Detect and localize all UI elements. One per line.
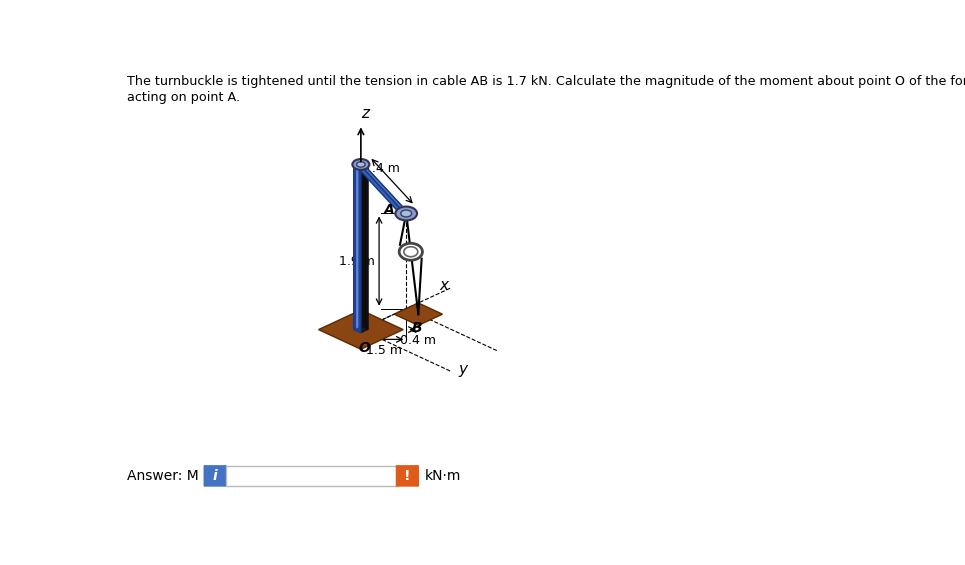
Ellipse shape: [352, 159, 370, 170]
Text: B: B: [411, 321, 422, 335]
Polygon shape: [318, 310, 403, 349]
Ellipse shape: [400, 244, 423, 260]
Text: 1.4 m: 1.4 m: [365, 162, 400, 175]
Polygon shape: [356, 162, 411, 216]
Ellipse shape: [396, 207, 417, 220]
Text: !: !: [404, 469, 411, 483]
Polygon shape: [353, 161, 361, 329]
Ellipse shape: [357, 162, 365, 167]
Polygon shape: [361, 164, 368, 333]
Polygon shape: [361, 161, 368, 329]
Text: 1.9 m: 1.9 m: [340, 254, 375, 268]
Ellipse shape: [400, 210, 412, 217]
Text: O: O: [359, 341, 371, 355]
Polygon shape: [366, 167, 411, 220]
Text: 1.5 m: 1.5 m: [366, 344, 401, 357]
Polygon shape: [356, 166, 411, 220]
Ellipse shape: [403, 247, 418, 257]
FancyBboxPatch shape: [226, 466, 397, 486]
FancyBboxPatch shape: [396, 465, 419, 486]
Text: Answer: M =: Answer: M =: [126, 469, 214, 483]
Text: y: y: [458, 362, 468, 377]
Text: A: A: [384, 203, 395, 216]
Text: x: x: [439, 278, 449, 293]
Text: z: z: [361, 106, 369, 121]
Text: The turnbuckle is tightened until the tension in cable AB is 1.7 kN. Calculate t: The turnbuckle is tightened until the te…: [126, 76, 965, 103]
Polygon shape: [394, 303, 443, 325]
Polygon shape: [356, 162, 358, 328]
FancyBboxPatch shape: [204, 465, 227, 486]
Text: kN·m: kN·m: [425, 469, 461, 483]
Text: i: i: [213, 469, 217, 483]
Polygon shape: [353, 164, 361, 333]
Text: 0.4 m: 0.4 m: [400, 334, 436, 347]
